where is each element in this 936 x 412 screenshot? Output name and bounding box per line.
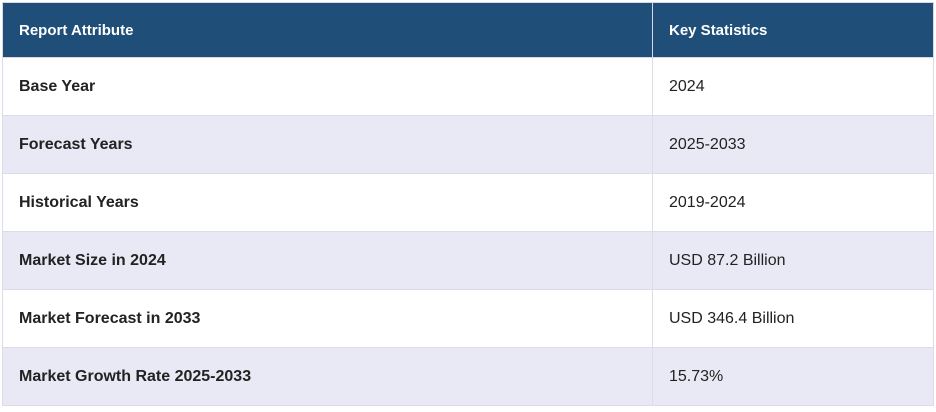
table-row: Base Year 2024 (2, 57, 934, 116)
header-row: Report Attribute Key Statistics (2, 2, 934, 58)
stats-table: Report Attribute Key Statistics Base Yea… (2, 2, 934, 406)
attribute-cell: Market Growth Rate 2025-2033 (2, 347, 653, 406)
value-cell: 2019-2024 (652, 173, 934, 232)
table-row: Market Forecast in 2033 USD 346.4 Billion (2, 289, 934, 348)
table-row: Forecast Years 2025-2033 (2, 115, 934, 174)
value-cell: USD 87.2 Billion (652, 231, 934, 290)
value-cell: 2025-2033 (652, 115, 934, 174)
value-cell: 15.73% (652, 347, 934, 406)
value-cell: 2024 (652, 57, 934, 116)
attribute-cell: Base Year (2, 57, 653, 116)
table-row: Historical Years 2019-2024 (2, 173, 934, 232)
attribute-cell: Market Size in 2024 (2, 231, 653, 290)
attribute-cell: Forecast Years (2, 115, 653, 174)
attribute-cell: Market Forecast in 2033 (2, 289, 653, 348)
table-row: Market Size in 2024 USD 87.2 Billion (2, 231, 934, 290)
header-cell: Report Attribute (2, 2, 653, 58)
header-cell: Key Statistics (652, 2, 934, 58)
attribute-cell: Historical Years (2, 173, 653, 232)
table-row: Market Growth Rate 2025-2033 15.73% (2, 347, 934, 406)
value-cell: USD 346.4 Billion (652, 289, 934, 348)
